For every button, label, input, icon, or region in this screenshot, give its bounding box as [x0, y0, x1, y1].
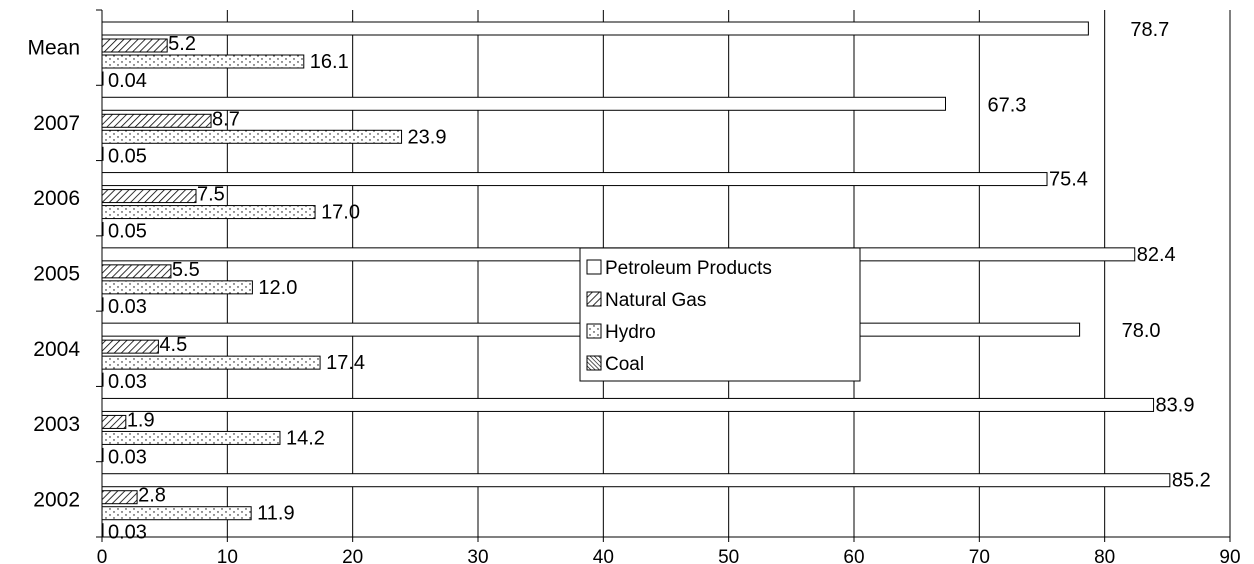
legend-label: Petroleum Products — [605, 258, 772, 279]
data-label: 78.7 — [1130, 19, 1169, 41]
data-label: 17.0 — [321, 202, 360, 224]
x-tick-label: 30 — [467, 547, 488, 564]
data-label: 78.0 — [1122, 320, 1161, 342]
legend-swatch — [586, 259, 602, 275]
legend-swatch — [586, 291, 602, 307]
bar — [101, 297, 104, 312]
bar — [101, 113, 212, 128]
data-label: 23.9 — [408, 126, 447, 148]
x-tick-label: 20 — [342, 547, 363, 564]
category-label: 2007 — [33, 112, 80, 135]
bar — [101, 71, 104, 86]
legend-label: Hydro — [605, 322, 656, 343]
axes: 0 10 20 30 40 50 60 70 80 90 Mean 2007 2006 2005 2004 2… — [27, 9, 1241, 564]
bar — [101, 447, 104, 462]
data-label: 0.03 — [108, 522, 147, 544]
data-label: 4.5 — [159, 334, 187, 356]
legend-box — [579, 247, 861, 382]
category-label: 2002 — [33, 488, 80, 511]
bar — [101, 430, 281, 445]
x-tick-label: 60 — [843, 547, 864, 564]
bar — [101, 490, 138, 505]
x-tick-label: 50 — [718, 547, 739, 564]
category-label: 2005 — [33, 263, 80, 286]
data-label: 5.2 — [168, 33, 196, 55]
bar — [101, 355, 321, 370]
bar — [101, 506, 252, 521]
bar — [101, 205, 316, 220]
category-label: 2006 — [33, 187, 80, 210]
x-tick-label: 90 — [1219, 547, 1240, 564]
bar — [101, 280, 253, 295]
bar — [101, 146, 104, 161]
bar — [101, 222, 104, 237]
bar — [101, 339, 159, 354]
bar — [101, 372, 104, 387]
x-tick-label: 80 — [1094, 547, 1115, 564]
bar — [101, 172, 1048, 187]
data-label: 0.03 — [108, 446, 147, 468]
data-label: 2.8 — [138, 485, 166, 507]
bar — [101, 473, 1171, 488]
bar — [101, 414, 127, 429]
data-label: 7.5 — [197, 184, 225, 206]
data-label: 5.5 — [172, 259, 200, 281]
data-label: 0.03 — [108, 296, 147, 318]
bar — [101, 38, 168, 53]
data-label: 0.05 — [108, 221, 147, 243]
data-label: 0.05 — [108, 145, 147, 167]
legend: Petroleum Products Natural Gas Hydro Coal — [579, 247, 861, 382]
x-tick-label: 0 — [97, 547, 108, 564]
legend-item: Petroleum Products — [586, 258, 772, 279]
legend-item: Hydro — [586, 322, 656, 343]
bar — [101, 54, 305, 69]
data-label: 1.9 — [127, 409, 155, 431]
legend-item: Coal — [586, 354, 644, 375]
data-label: 75.4 — [1049, 169, 1088, 191]
legend-swatch — [586, 355, 602, 371]
category-label: 2003 — [33, 413, 80, 436]
legend-label: Coal — [605, 354, 644, 375]
bar — [101, 189, 197, 204]
bar — [101, 264, 172, 279]
legend-item: Natural Gas — [586, 290, 706, 311]
data-label: 12.0 — [258, 277, 297, 299]
bar — [101, 129, 403, 144]
data-label: 67.3 — [987, 94, 1026, 116]
category-label: Mean — [27, 37, 80, 60]
bar — [101, 397, 1155, 412]
data-label: 17.4 — [326, 352, 365, 374]
category-label: 2004 — [33, 338, 80, 361]
data-label: 0.04 — [108, 70, 147, 92]
x-tick-label: 40 — [593, 547, 614, 564]
data-label: 83.9 — [1156, 394, 1195, 416]
data-label: 16.1 — [310, 51, 349, 73]
data-label: 8.7 — [212, 108, 240, 130]
data-labels: 78.7 67.3 75.4 82.4 78.0 83.9 85.2 5.2 8.7 7.5 5.5… — [108, 19, 1211, 544]
data-label: 85.2 — [1172, 470, 1211, 492]
bar — [101, 96, 946, 111]
data-label: 14.2 — [286, 427, 325, 449]
data-label: 0.03 — [108, 371, 147, 393]
x-tick-label: 10 — [217, 547, 238, 564]
data-label: 82.4 — [1137, 244, 1176, 266]
legend-swatch — [586, 323, 602, 339]
legend-label: Natural Gas — [605, 290, 706, 311]
x-tick-label: 70 — [969, 547, 990, 564]
data-label: 11.9 — [257, 503, 294, 525]
bar — [101, 21, 1089, 36]
bar — [101, 523, 104, 538]
